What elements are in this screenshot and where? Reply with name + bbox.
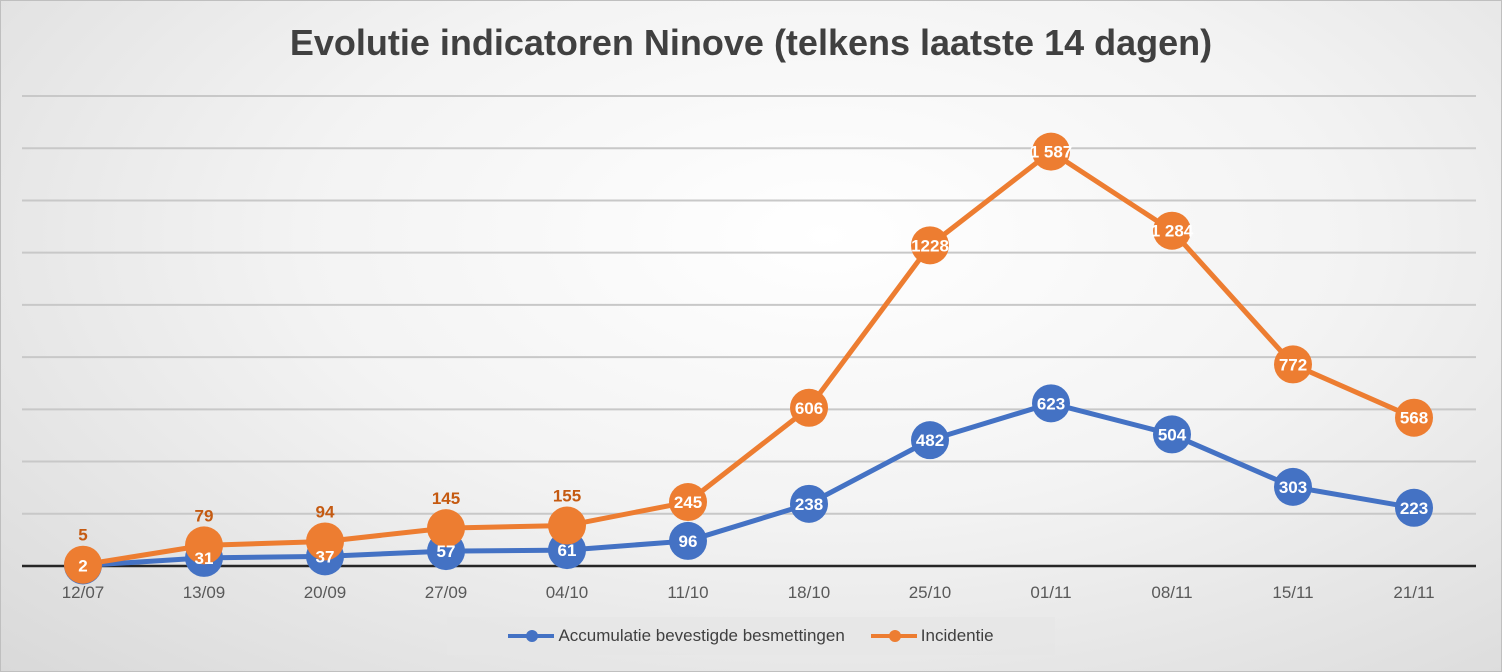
data-label: 5 [78, 526, 87, 545]
data-label: 238 [795, 495, 823, 514]
x-tick-label: 21/11 [1393, 583, 1434, 602]
data-label: 37 [316, 547, 335, 566]
x-tick-label: 27/09 [425, 583, 468, 602]
x-tick-label: 15/11 [1272, 583, 1313, 602]
data-label: 245 [674, 493, 702, 512]
data-label: 772 [1279, 355, 1307, 374]
data-point [306, 522, 344, 561]
legend: Accumulatie bevestigde besmettingen Inci… [447, 617, 1055, 655]
legend-item-incidentie: Incidentie [870, 626, 994, 646]
data-point [911, 226, 949, 265]
data-point [1395, 398, 1433, 437]
data-point [1274, 467, 1312, 506]
data-point [911, 421, 949, 460]
data-label: 1 587 [1030, 143, 1073, 162]
data-point [669, 483, 707, 522]
x-tick-label: 01/11 [1030, 583, 1071, 602]
data-label: 504 [1158, 425, 1187, 444]
data-label: 155 [553, 487, 581, 506]
x-tick-label: 11/10 [667, 583, 708, 602]
x-tick-label: 18/10 [788, 583, 831, 602]
data-point [669, 521, 707, 560]
x-tick-label: 12/07 [62, 583, 105, 602]
x-tick-label: 04/10 [546, 583, 589, 602]
data-label: 61 [558, 541, 577, 560]
data-label: 223 [1400, 499, 1428, 518]
series-line [82, 400, 1415, 568]
x-tick-label: 25/10 [909, 583, 952, 602]
data-label: 57 [437, 542, 456, 561]
data-point [790, 484, 828, 523]
data-label: 2 [78, 556, 87, 575]
data-label: 79 [195, 506, 214, 525]
data-point [1274, 345, 1312, 384]
legend-item-accumulatie: Accumulatie bevestigde besmettingen [508, 626, 845, 646]
data-label: 606 [795, 399, 823, 418]
chart-title: Evolutie indicatoren Ninove (telkens laa… [289, 22, 1213, 63]
x-tick-label: 08/11 [1151, 583, 1192, 602]
data-label: 623 [1037, 394, 1065, 413]
data-point [1032, 132, 1070, 171]
data-point [1032, 384, 1070, 423]
data-label: 568 [1400, 409, 1428, 428]
data-label: 94 [316, 502, 335, 521]
x-tick-label: 20/09 [304, 583, 347, 602]
data-label: 96 [679, 532, 698, 551]
data-point [64, 545, 102, 584]
data-label: 482 [916, 431, 944, 450]
legend-swatch-orange [870, 630, 917, 642]
data-label: 31 [195, 549, 214, 568]
data-label: 1 284 [1151, 222, 1194, 241]
legend-swatch-blue [508, 630, 555, 642]
x-tick-label: 13/09 [183, 583, 226, 602]
data-point [1153, 415, 1191, 454]
series-line [82, 149, 1416, 568]
data-point [1395, 488, 1433, 527]
data-label: 145 [432, 489, 460, 508]
legend-label: Incidentie [920, 626, 994, 645]
data-point [427, 509, 465, 548]
data-point [548, 506, 586, 545]
legend-label: Accumulatie bevestigde besmettingen [558, 626, 845, 645]
data-point [790, 388, 828, 427]
data-label: 303 [1279, 478, 1307, 497]
data-point [1153, 211, 1191, 250]
data-point [185, 526, 223, 565]
data-label: 1228 [911, 236, 949, 255]
